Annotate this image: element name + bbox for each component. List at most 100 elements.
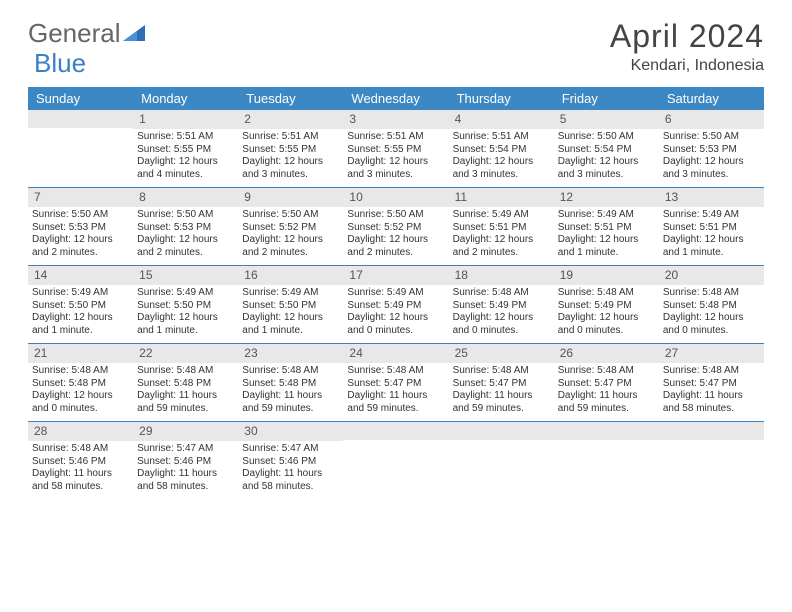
sunset: Sunset: 5:47 PM (558, 378, 655, 391)
week-row: 21Sunrise: 5:48 AMSunset: 5:48 PMDayligh… (28, 343, 764, 421)
day-number: 18 (449, 266, 554, 285)
day-body: Sunrise: 5:49 AMSunset: 5:51 PMDaylight:… (449, 207, 554, 265)
logo-triangle-icon (123, 25, 145, 43)
day-cell: 26Sunrise: 5:48 AMSunset: 5:47 PMDayligh… (554, 344, 659, 421)
daylight: Daylight: 12 hours and 3 minutes. (663, 156, 760, 181)
day-cell: 28Sunrise: 5:48 AMSunset: 5:46 PMDayligh… (28, 422, 133, 499)
sunset: Sunset: 5:51 PM (663, 222, 760, 235)
day-number: 28 (28, 422, 133, 441)
day-number: 16 (238, 266, 343, 285)
sunrise: Sunrise: 5:49 AM (663, 209, 760, 222)
logo-text-2: Blue (34, 48, 86, 79)
day-body: Sunrise: 5:50 AMSunset: 5:52 PMDaylight:… (343, 207, 448, 265)
header: General April 2024 Kendari, Indonesia (0, 0, 792, 75)
sunrise: Sunrise: 5:50 AM (347, 209, 444, 222)
day-cell: 9Sunrise: 5:50 AMSunset: 5:52 PMDaylight… (238, 188, 343, 265)
day-number: 12 (554, 188, 659, 207)
daylight: Daylight: 12 hours and 0 minutes. (558, 312, 655, 337)
sunset: Sunset: 5:46 PM (137, 456, 234, 469)
day-body: Sunrise: 5:48 AMSunset: 5:46 PMDaylight:… (28, 441, 133, 499)
week-row: 7Sunrise: 5:50 AMSunset: 5:53 PMDaylight… (28, 187, 764, 265)
dow-sat: Saturday (659, 87, 764, 110)
day-number: 6 (659, 110, 764, 129)
sunset: Sunset: 5:55 PM (242, 144, 339, 157)
day-body: Sunrise: 5:48 AMSunset: 5:47 PMDaylight:… (343, 363, 448, 421)
day-body: Sunrise: 5:51 AMSunset: 5:55 PMDaylight:… (238, 129, 343, 187)
day-body: Sunrise: 5:48 AMSunset: 5:48 PMDaylight:… (28, 363, 133, 421)
day-cell: 10Sunrise: 5:50 AMSunset: 5:52 PMDayligh… (343, 188, 448, 265)
day-body: Sunrise: 5:49 AMSunset: 5:50 PMDaylight:… (133, 285, 238, 343)
day-number: 7 (28, 188, 133, 207)
day-cell: 18Sunrise: 5:48 AMSunset: 5:49 PMDayligh… (449, 266, 554, 343)
sunset: Sunset: 5:50 PM (137, 300, 234, 313)
day-number: 10 (343, 188, 448, 207)
logo: General (28, 18, 145, 49)
day-number: 13 (659, 188, 764, 207)
sunset: Sunset: 5:52 PM (347, 222, 444, 235)
daylight: Daylight: 11 hours and 59 minutes. (453, 390, 550, 415)
sunset: Sunset: 5:47 PM (347, 378, 444, 391)
sunrise: Sunrise: 5:48 AM (558, 365, 655, 378)
day-body: Sunrise: 5:50 AMSunset: 5:54 PMDaylight:… (554, 129, 659, 187)
day-number: 17 (343, 266, 448, 285)
day-cell: 5Sunrise: 5:50 AMSunset: 5:54 PMDaylight… (554, 110, 659, 187)
sunset: Sunset: 5:55 PM (347, 144, 444, 157)
daylight: Daylight: 12 hours and 4 minutes. (137, 156, 234, 181)
daylight: Daylight: 11 hours and 59 minutes. (347, 390, 444, 415)
day-cell (343, 422, 448, 499)
day-body: Sunrise: 5:50 AMSunset: 5:53 PMDaylight:… (28, 207, 133, 265)
day-body: Sunrise: 5:50 AMSunset: 5:53 PMDaylight:… (659, 129, 764, 187)
sunset: Sunset: 5:46 PM (32, 456, 129, 469)
daylight: Daylight: 11 hours and 58 minutes. (137, 468, 234, 493)
week-row: 1Sunrise: 5:51 AMSunset: 5:55 PMDaylight… (28, 110, 764, 187)
day-cell (554, 422, 659, 499)
day-number: 15 (133, 266, 238, 285)
daylight: Daylight: 12 hours and 1 minute. (663, 234, 760, 259)
day-number: 11 (449, 188, 554, 207)
day-number: 24 (343, 344, 448, 363)
day-cell: 22Sunrise: 5:48 AMSunset: 5:48 PMDayligh… (133, 344, 238, 421)
day-number: 19 (554, 266, 659, 285)
sunrise: Sunrise: 5:50 AM (137, 209, 234, 222)
sunset: Sunset: 5:54 PM (453, 144, 550, 157)
sunrise: Sunrise: 5:49 AM (558, 209, 655, 222)
daylight: Daylight: 12 hours and 3 minutes. (558, 156, 655, 181)
sunrise: Sunrise: 5:51 AM (347, 131, 444, 144)
day-number: 29 (133, 422, 238, 441)
day-body: Sunrise: 5:48 AMSunset: 5:47 PMDaylight:… (554, 363, 659, 421)
day-cell: 29Sunrise: 5:47 AMSunset: 5:46 PMDayligh… (133, 422, 238, 499)
sunset: Sunset: 5:47 PM (453, 378, 550, 391)
sunrise: Sunrise: 5:49 AM (453, 209, 550, 222)
day-number: 25 (449, 344, 554, 363)
sunrise: Sunrise: 5:48 AM (32, 443, 129, 456)
sunset: Sunset: 5:53 PM (663, 144, 760, 157)
sunrise: Sunrise: 5:50 AM (32, 209, 129, 222)
dow-row: Sunday Monday Tuesday Wednesday Thursday… (28, 87, 764, 110)
day-cell (449, 422, 554, 499)
sunrise: Sunrise: 5:48 AM (242, 365, 339, 378)
sunrise: Sunrise: 5:49 AM (137, 287, 234, 300)
day-cell: 30Sunrise: 5:47 AMSunset: 5:46 PMDayligh… (238, 422, 343, 499)
daylight: Daylight: 12 hours and 0 minutes. (32, 390, 129, 415)
daylight: Daylight: 11 hours and 59 minutes. (558, 390, 655, 415)
sunset: Sunset: 5:55 PM (137, 144, 234, 157)
day-body: Sunrise: 5:51 AMSunset: 5:55 PMDaylight:… (133, 129, 238, 187)
daylight: Daylight: 12 hours and 2 minutes. (242, 234, 339, 259)
sunrise: Sunrise: 5:51 AM (453, 131, 550, 144)
sunset: Sunset: 5:47 PM (663, 378, 760, 391)
day-body: Sunrise: 5:48 AMSunset: 5:47 PMDaylight:… (449, 363, 554, 421)
day-cell: 27Sunrise: 5:48 AMSunset: 5:47 PMDayligh… (659, 344, 764, 421)
sunrise: Sunrise: 5:49 AM (242, 287, 339, 300)
day-cell: 16Sunrise: 5:49 AMSunset: 5:50 PMDayligh… (238, 266, 343, 343)
dow-sun: Sunday (28, 87, 133, 110)
title-block: April 2024 Kendari, Indonesia (610, 18, 764, 75)
day-cell: 20Sunrise: 5:48 AMSunset: 5:48 PMDayligh… (659, 266, 764, 343)
daylight: Daylight: 12 hours and 1 minute. (242, 312, 339, 337)
day-cell: 4Sunrise: 5:51 AMSunset: 5:54 PMDaylight… (449, 110, 554, 187)
day-cell: 15Sunrise: 5:49 AMSunset: 5:50 PMDayligh… (133, 266, 238, 343)
daylight: Daylight: 12 hours and 1 minute. (32, 312, 129, 337)
sunset: Sunset: 5:48 PM (32, 378, 129, 391)
day-body: Sunrise: 5:47 AMSunset: 5:46 PMDaylight:… (238, 441, 343, 499)
sunset: Sunset: 5:54 PM (558, 144, 655, 157)
day-number: 20 (659, 266, 764, 285)
